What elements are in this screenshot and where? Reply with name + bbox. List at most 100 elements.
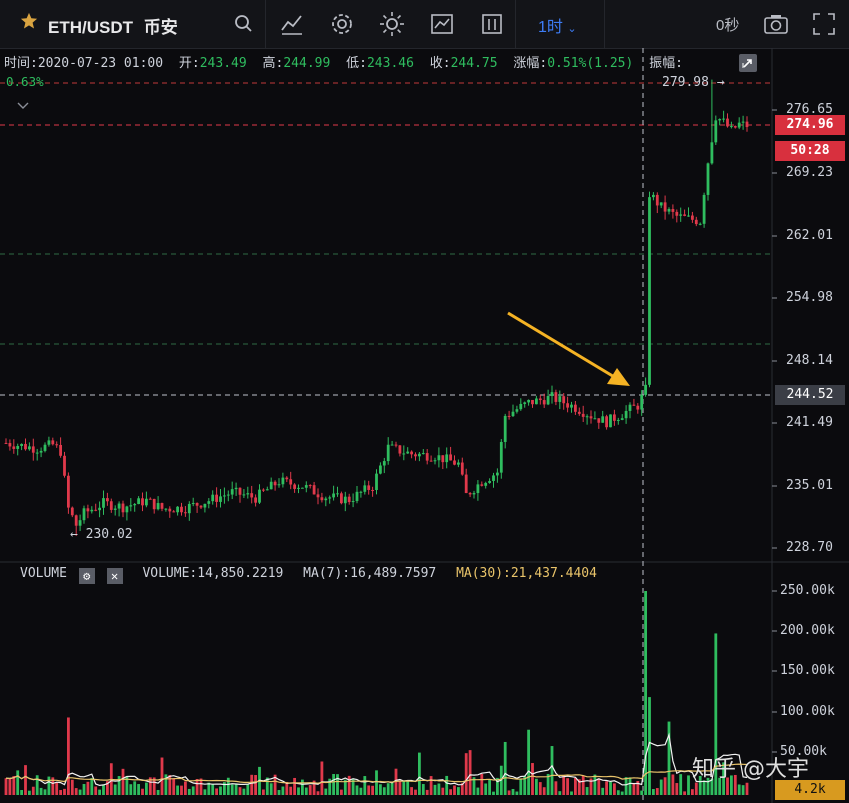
candle-body <box>371 489 374 491</box>
candle-body <box>613 414 616 421</box>
layout-icon[interactable] <box>478 10 506 38</box>
volume-bar <box>125 776 129 795</box>
candle-body <box>410 451 413 455</box>
candle-body <box>324 498 328 501</box>
volume-bars <box>4 591 749 795</box>
zoom-icon[interactable] <box>739 54 757 72</box>
volume-bar <box>316 791 320 795</box>
candle-body <box>441 455 445 463</box>
volume-bar <box>70 779 74 795</box>
chevron-down-icon[interactable] <box>17 102 29 109</box>
max-price-value: 279.98 <box>662 75 709 90</box>
volume-bar <box>332 773 335 795</box>
candle-body <box>55 444 59 446</box>
settings-icon[interactable] <box>328 10 356 38</box>
chart-style-icon[interactable] <box>428 10 456 38</box>
candle-body <box>554 392 558 402</box>
theme-icon[interactable] <box>378 10 406 38</box>
volume-bar <box>581 775 585 795</box>
volume-bar <box>570 791 573 795</box>
candle-body <box>320 497 324 501</box>
candle-body <box>429 460 433 462</box>
volume-bar <box>659 779 663 795</box>
candle-body <box>117 503 121 509</box>
indicator-icon[interactable] <box>278 10 306 38</box>
candle-body <box>663 202 667 212</box>
candle-body <box>714 120 718 143</box>
price-tick-label: 235.01 <box>786 478 833 493</box>
volume-bar <box>43 789 47 795</box>
candle-body <box>63 455 66 476</box>
candle-body <box>160 503 164 509</box>
close-icon[interactable]: ✕ <box>106 568 123 584</box>
candle-body <box>8 443 12 447</box>
candle-body <box>702 194 706 224</box>
candle-body <box>43 444 47 451</box>
symbol-title[interactable]: ETH/USDT 币安 <box>48 13 178 38</box>
search-icon[interactable] <box>230 10 258 38</box>
volume-bar <box>418 752 421 795</box>
camera-icon[interactable] <box>762 10 790 38</box>
candle-body <box>706 163 710 195</box>
volume-bar <box>480 774 484 795</box>
candle-body <box>691 215 694 220</box>
volume-bar <box>597 778 601 795</box>
candle-body <box>527 399 530 403</box>
candle-body <box>406 451 410 454</box>
candle-body <box>332 493 335 498</box>
volume-bar <box>78 789 82 795</box>
volume-bar <box>273 774 277 795</box>
candle-body <box>694 219 698 225</box>
candle-body <box>230 489 234 495</box>
volume-bar <box>269 783 273 795</box>
candle-body <box>137 498 140 505</box>
gear-icon[interactable]: ⚙ <box>78 568 95 584</box>
candle-body <box>624 410 628 419</box>
volume-bar <box>687 775 690 795</box>
volume-bar <box>733 774 737 795</box>
candle-body <box>566 403 569 408</box>
candle-body <box>476 484 480 494</box>
volume-bar <box>156 789 160 795</box>
candle-body <box>121 503 125 513</box>
star-icon[interactable] <box>20 12 38 30</box>
candle-body <box>211 494 215 502</box>
volume-bar <box>265 777 269 795</box>
candle-body <box>468 493 472 495</box>
volume-bar <box>28 790 31 795</box>
candle-body <box>390 444 394 446</box>
candle-body <box>620 418 624 420</box>
volume-bar <box>410 787 413 795</box>
candle-body <box>585 416 589 418</box>
interval-selector[interactable]: 1时 ⌄ <box>538 13 577 37</box>
volume-bar <box>187 788 191 795</box>
volume-bar <box>102 784 105 795</box>
toolbar-separator <box>265 0 266 48</box>
candle-body <box>652 194 655 198</box>
volume-bar <box>168 775 172 795</box>
volume-value: 14,850.2219 <box>197 566 284 581</box>
volume-bar <box>457 787 460 795</box>
candle-body <box>480 484 484 486</box>
candle-body <box>113 508 117 510</box>
candle-body <box>488 480 491 483</box>
candle-body <box>722 118 725 120</box>
candle-body <box>168 508 172 512</box>
fullscreen-icon[interactable] <box>810 10 838 38</box>
candle-body <box>593 418 597 420</box>
last-price-tag: 274.96 <box>775 115 845 135</box>
candle-body <box>125 506 129 513</box>
volume-bar <box>121 768 125 795</box>
candle-body <box>203 503 207 508</box>
volume-bar <box>31 786 35 795</box>
volume-bar <box>148 777 152 795</box>
price-tick-label: 269.23 <box>786 165 833 180</box>
candle-body <box>47 440 51 445</box>
candle-body <box>511 411 515 417</box>
candle-body <box>414 454 417 457</box>
candle-body <box>710 142 714 164</box>
change-value: 0.51%(1.25) <box>547 56 634 71</box>
volume-bar <box>730 775 733 795</box>
candle-body <box>531 399 534 405</box>
